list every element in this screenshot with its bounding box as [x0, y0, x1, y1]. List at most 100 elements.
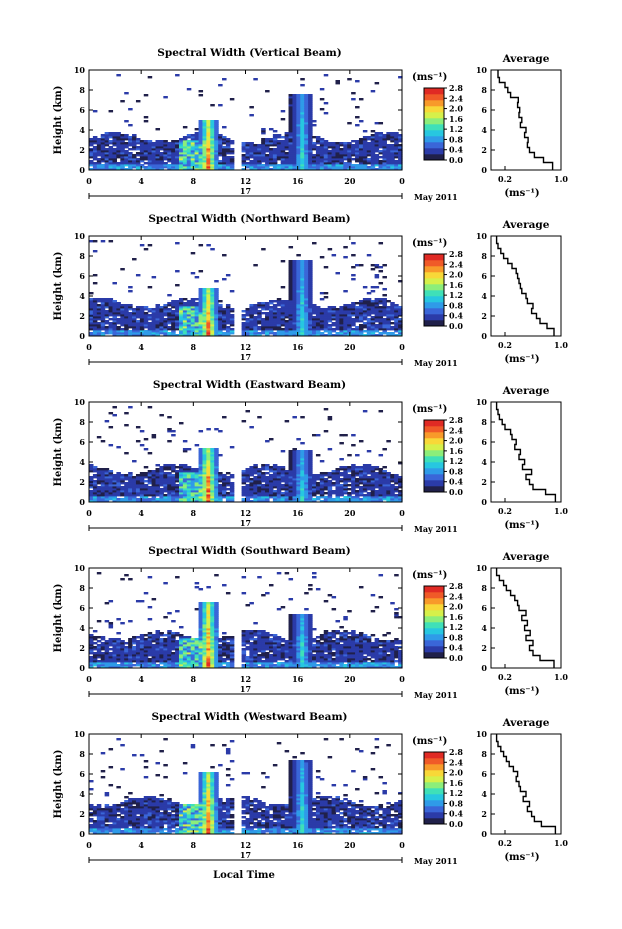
heatmap-cell	[390, 318, 395, 321]
heatmap-cell	[288, 166, 294, 169]
heatmap-cell	[151, 470, 157, 473]
heatmap-cell	[132, 332, 137, 335]
heatmap-cell	[296, 116, 301, 119]
heatmap-cell	[296, 264, 301, 267]
heatmap-cell	[214, 480, 219, 483]
heatmap-cell	[272, 316, 278, 319]
heatmap-cell	[229, 500, 235, 503]
heatmap-cell	[132, 482, 137, 485]
heatmap-cell	[280, 302, 286, 305]
heatmap-cell	[128, 480, 133, 483]
heatmap-cell	[304, 468, 309, 471]
heatmap-cell	[206, 244, 211, 247]
heatmap-cell	[347, 122, 352, 125]
heatmap-cell	[312, 474, 317, 477]
heatmap-cell	[253, 304, 258, 307]
heatmap-cell	[202, 308, 207, 311]
heatmap-cell	[92, 638, 98, 641]
heatmap-cell	[382, 478, 387, 481]
heatmap-cell	[292, 474, 297, 477]
heatmap-cell	[100, 160, 106, 163]
heatmap-cell	[132, 322, 137, 325]
heatmap-cell	[292, 330, 297, 333]
heatmap-cell	[288, 466, 294, 469]
heatmap-cell	[288, 500, 294, 503]
heatmap-cell	[159, 146, 164, 149]
heatmap-cell	[370, 478, 376, 481]
heatmap-cell	[355, 152, 360, 155]
heatmap-cell	[139, 498, 145, 501]
heatmap-cell	[202, 450, 207, 453]
heatmap-cell	[319, 154, 325, 157]
heatmap-cell	[120, 140, 125, 143]
heatmap-cell	[398, 480, 403, 483]
heatmap-cell	[120, 312, 125, 315]
heatmap-cell	[288, 114, 294, 117]
heatmap-cell	[347, 160, 352, 163]
heatmap-cell	[343, 470, 348, 473]
heatmap-cell	[182, 468, 188, 471]
heatmap-cell	[390, 478, 395, 481]
heatmap-cell	[92, 318, 98, 321]
heatmap-cell	[351, 466, 356, 469]
average-title: Average	[502, 385, 550, 397]
heatmap-cell	[104, 650, 110, 653]
heatmap-cell	[171, 494, 176, 497]
heatmap-cell	[206, 326, 211, 329]
profile-y-label: 4	[481, 125, 487, 135]
heatmap-cell	[358, 154, 364, 157]
heatmap-cell	[178, 636, 184, 639]
heatmap-cell	[206, 306, 211, 309]
heatmap-cell	[194, 334, 200, 337]
heatmap-cell	[100, 648, 106, 651]
heatmap-cell	[155, 500, 161, 503]
heatmap-cell	[272, 480, 278, 483]
heatmap-cell	[351, 158, 356, 161]
colorbar-tick-label: 1.2	[449, 456, 463, 466]
heatmap-cell	[175, 656, 180, 659]
heatmap-cell	[206, 164, 211, 167]
heatmap-cell	[308, 470, 313, 473]
heatmap-cell	[296, 136, 301, 139]
heatmap-cell	[92, 328, 98, 331]
heatmap-cell	[378, 306, 384, 309]
heatmap-cell	[159, 318, 164, 321]
heatmap-cell	[358, 138, 364, 141]
heatmap-cell	[175, 472, 180, 475]
heatmap-cell	[358, 152, 364, 155]
heatmap-cell	[155, 660, 161, 663]
heatmap-cell	[312, 120, 317, 123]
heatmap-cell	[225, 306, 231, 309]
heatmap-cell	[124, 498, 129, 501]
heatmap-cell	[249, 488, 254, 491]
heatmap-cell	[276, 472, 282, 475]
heatmap-cell	[194, 144, 200, 147]
heatmap-cell	[108, 326, 114, 329]
heatmap-cell	[296, 290, 301, 293]
heatmap-cell	[398, 496, 403, 499]
heatmap-cell	[362, 150, 368, 153]
heatmap-cell	[202, 160, 207, 163]
heatmap-cell	[206, 480, 211, 483]
heatmap-cell	[362, 500, 368, 503]
heatmap-cell	[268, 478, 274, 481]
heatmap-cell	[292, 480, 297, 483]
heatmap-cell	[339, 480, 344, 483]
heatmap-cell	[292, 488, 297, 491]
heatmap-cell	[186, 500, 192, 503]
heatmap-cell	[362, 310, 368, 313]
heatmap-cell	[198, 120, 204, 123]
heatmap-cell	[175, 478, 180, 481]
heatmap-cell	[288, 486, 294, 489]
heatmap-cell	[323, 168, 329, 171]
heatmap-cell	[261, 322, 266, 325]
heatmap-cell	[308, 486, 313, 489]
heatmap-cell	[202, 294, 207, 297]
heatmap-cell	[194, 138, 200, 141]
heatmap-cell	[143, 640, 149, 643]
heatmap-cell	[124, 138, 129, 141]
heatmap-cell	[300, 292, 305, 295]
heatmap-cell	[151, 636, 157, 639]
heatmap-cell	[378, 160, 384, 163]
heatmap-cell	[151, 482, 157, 485]
